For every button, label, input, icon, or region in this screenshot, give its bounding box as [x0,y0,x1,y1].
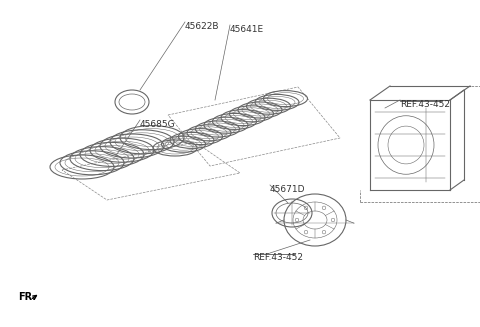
Text: 45641E: 45641E [230,25,264,34]
Text: 45671D: 45671D [270,185,305,194]
Text: 45685G: 45685G [140,120,176,129]
Text: 45622B: 45622B [185,22,219,31]
Text: REF.43-452: REF.43-452 [400,100,450,109]
Text: FR.: FR. [18,292,36,302]
Text: REF.43-452: REF.43-452 [253,253,303,262]
